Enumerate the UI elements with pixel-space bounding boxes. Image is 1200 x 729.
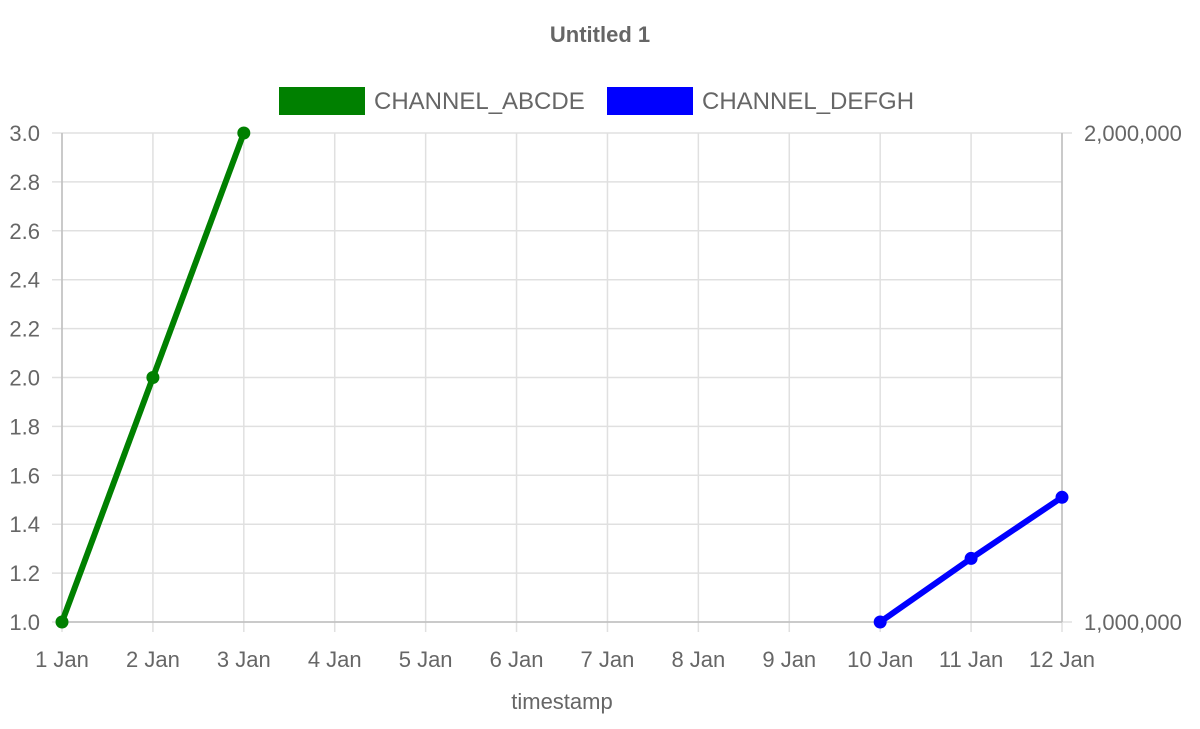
x-tick-label: 9 Jan [762,647,816,672]
x-tick-label: 12 Jan [1029,647,1095,672]
y-left-tick-label: 2.6 [9,219,40,244]
grid [52,132,1072,632]
legend: CHANNEL_ABCDE CHANNEL_DEFGH [279,87,914,115]
data-point [873,615,887,629]
y-left-tick-label: 1.0 [9,610,40,635]
y-right-tick-label: 1,000,000 [1084,610,1182,635]
y-right-tick-label: 2,000,000 [1084,121,1182,146]
data-point [146,371,160,384]
x-tick-label: 3 Jan [217,647,271,672]
x-tick-label: 7 Jan [581,647,635,672]
x-axis-title: timestamp [511,689,612,714]
x-tick-label: 5 Jan [399,647,453,672]
data-point [1055,490,1069,504]
x-tick-label: 11 Jan [939,647,1003,672]
x-tick-label: 1 Jan [35,647,89,672]
y-left-tick-label: 2.8 [9,170,40,195]
y-left-tick-label: 3.0 [9,121,40,146]
x-tick-label: 4 Jan [308,647,362,672]
x-tick-label: 10 Jan [847,647,913,672]
data-point [55,615,69,629]
y-left-tick-label: 2.4 [9,268,40,293]
data-point [237,126,251,140]
chart-title: Untitled 1 [550,22,650,47]
legend-swatch [607,87,693,115]
series-layer [55,126,1069,629]
y-left-tick-label: 1.8 [9,414,40,439]
legend-label: CHANNEL_ABCDE [374,88,585,115]
x-tick-label: 6 Jan [490,647,544,672]
y-left-tick-label: 1.4 [9,512,40,537]
x-tick-label: 8 Jan [671,647,725,672]
y-left-tick-label: 2.0 [9,366,40,391]
y-left-tick-label: 2.2 [9,317,40,342]
y-left-tick-label: 1.6 [9,463,40,488]
legend-swatch [279,87,365,115]
x-tick-label: 2 Jan [126,647,180,672]
legend-label: CHANNEL_DEFGH [702,88,914,115]
axes: 1 Jan 2 Jan 3 Jan 4 Jan 5 Jan 6 Jan 7 Jan 8 Jan… [9,121,1181,672]
y-left-tick-label: 1.2 [9,561,40,586]
data-point [964,551,978,565]
